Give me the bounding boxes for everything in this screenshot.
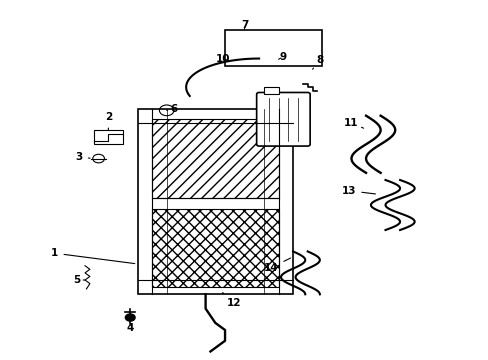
Text: 10: 10 (215, 54, 229, 64)
Text: 4: 4 (126, 323, 134, 333)
Text: 9: 9 (278, 52, 286, 62)
Bar (94, 130, 122, 144)
Text: 5: 5 (73, 275, 85, 285)
Text: 12: 12 (222, 293, 241, 308)
Circle shape (125, 314, 135, 321)
Text: 3: 3 (76, 152, 90, 162)
Bar (152, 119, 278, 198)
Text: 11: 11 (344, 118, 363, 128)
Text: 13: 13 (341, 186, 375, 196)
Text: 8: 8 (312, 55, 323, 69)
Bar (152, 208, 278, 287)
Bar (264, 87, 278, 94)
Text: 1: 1 (51, 248, 135, 264)
Text: 6: 6 (166, 104, 177, 113)
FancyBboxPatch shape (256, 93, 309, 146)
Text: 14: 14 (264, 258, 290, 273)
Text: 2: 2 (104, 112, 112, 130)
Bar (224, 30, 322, 66)
Bar (137, 109, 292, 294)
Text: 7: 7 (240, 19, 248, 30)
